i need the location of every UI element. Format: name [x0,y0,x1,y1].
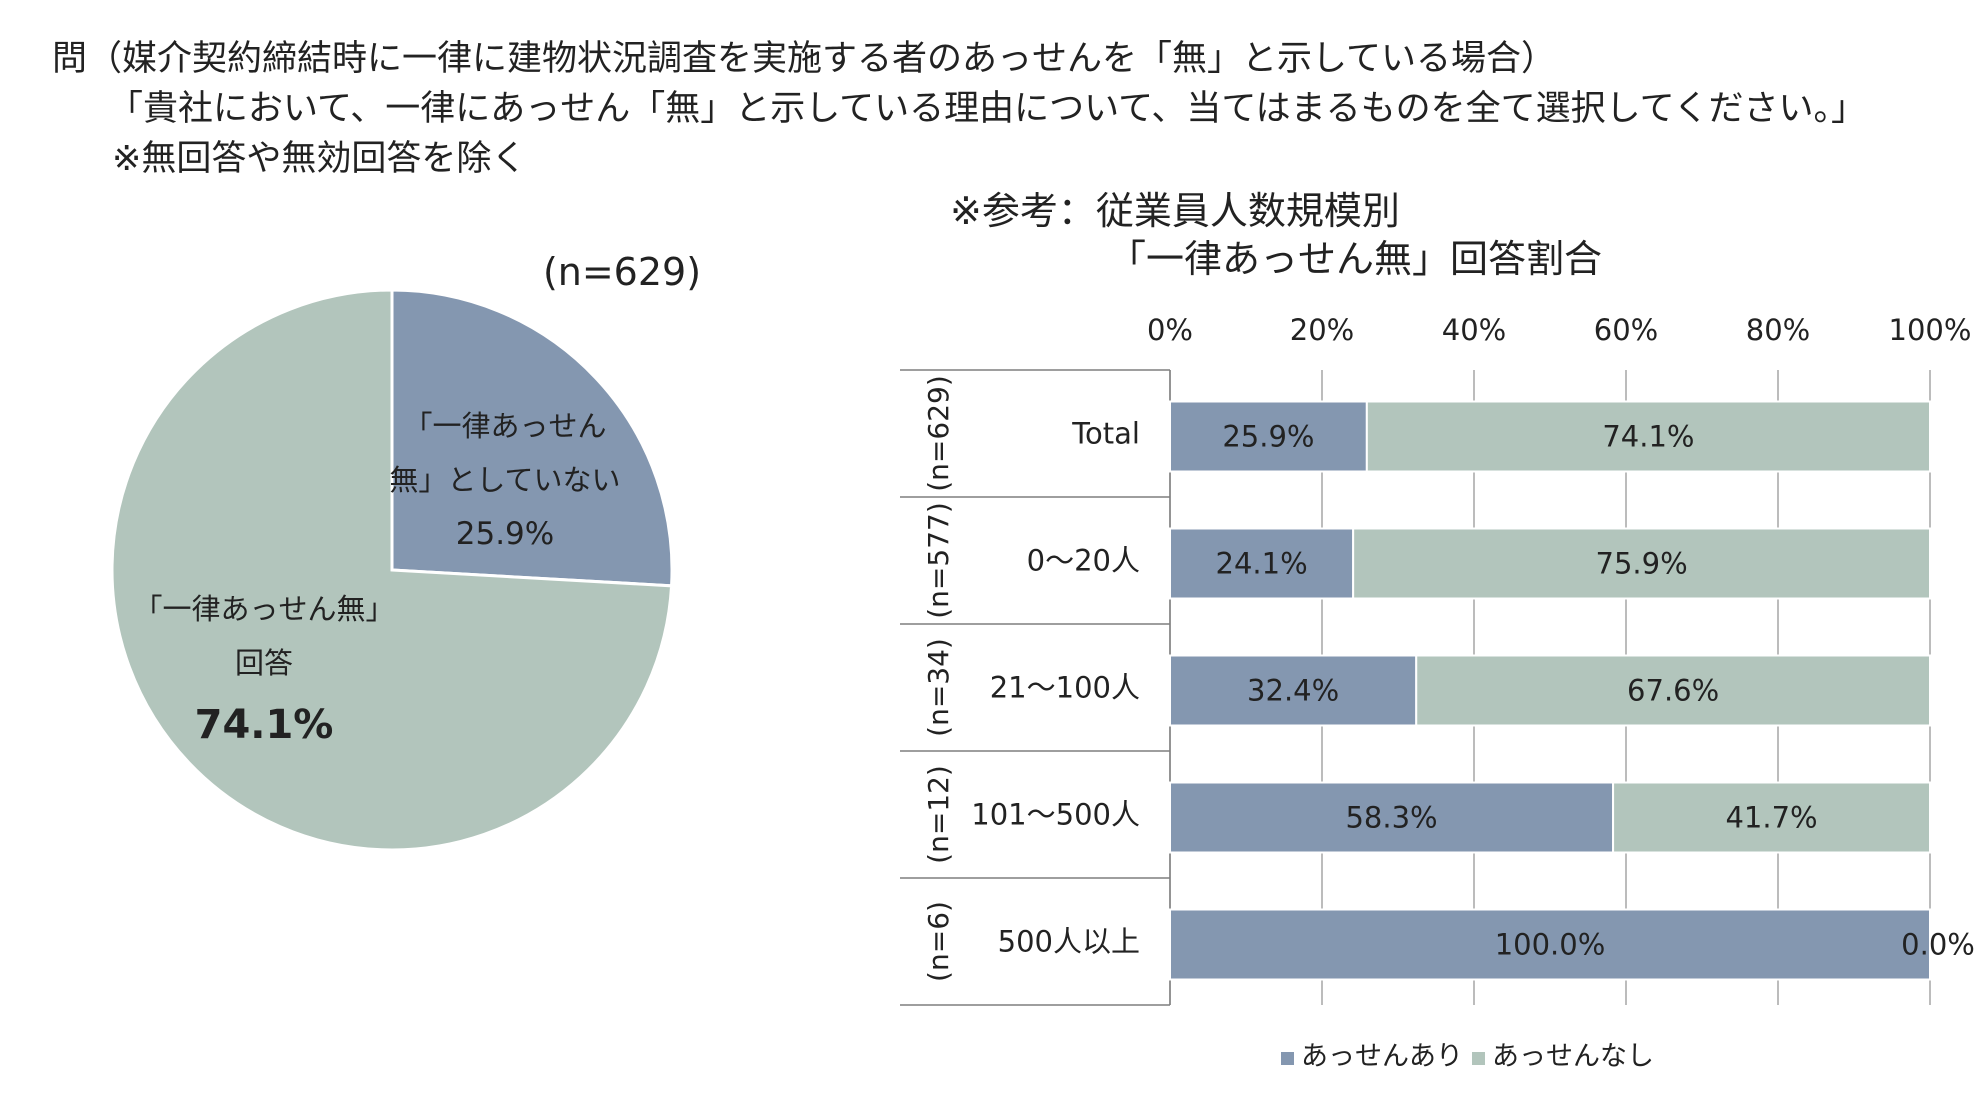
pie-slice-ari [390,288,674,588]
bar-value-label: 41.7% [1725,801,1817,835]
bar-value-label: 74.1% [1602,420,1694,454]
bar-segment-ari [1169,527,1355,600]
row-n-label: (n=12) [922,765,955,864]
row-category-label: 21～100人 [990,671,1140,705]
question-note: ※無回答や無効回答を除く [112,139,527,179]
row-category-label: 500人以上 [998,925,1140,959]
x-tick-label: 0% [1147,313,1193,347]
x-tick-label: 80% [1746,313,1810,347]
bar-segment-nashi [1352,527,1932,600]
bar-value-label: 100.0% [1495,928,1606,962]
pie-chart: (n=629) 「一律あっせん無」としていない 25.9% 「一律あっせん無」回答 74… [110,250,701,852]
reference-title-line-1: ※参考：従業員人数規模別 [950,189,1400,233]
question-line-1: 問（媒介契約締結時に一律に建物状況調査を実施する者のあっせんを「無」と示している… [52,39,1556,79]
bar-value-label: 24.1% [1216,547,1308,581]
x-tick-label: 100% [1889,313,1972,347]
bar-value-label: 58.3% [1345,801,1437,835]
bar-value-label: 75.9% [1596,547,1688,581]
row-category-label: Total [1071,417,1140,451]
pie-n-label: (n=629) [543,250,701,294]
bar-segment-ari [1169,781,1615,854]
bar-segment-nashi [1365,400,1931,473]
bar-segment-ari [1169,654,1418,727]
bar-value-label: 67.6% [1627,674,1719,708]
pie-slice-nashi [110,288,674,852]
row-category-label: 0～20人 [1027,544,1140,578]
legend-label-ari: あっせんあり [1301,1041,1463,1072]
pie-label-ari-line2: 無」としていない [389,463,620,497]
row-category-label: 101～500人 [971,798,1140,832]
row-n-label: (n=34) [922,638,955,737]
bar-value-label: 0.0% [1901,928,1975,962]
x-tick-label: 60% [1594,313,1658,347]
bar-value-label: 25.9% [1222,420,1314,454]
bar-segment-ari [1169,908,1931,981]
row-n-label: (n=629) [922,375,955,492]
pie-label-ari-line1: 「一律あっせん [403,409,606,443]
x-tick-label: 40% [1442,313,1506,347]
bar-segment-nashi [1612,781,1931,854]
bar-value-label: 32.4% [1247,674,1339,708]
pie-label-nashi-line1: 「一律あっせん無」 [133,592,394,626]
legend-swatch-ari [1281,1052,1294,1065]
pie-label-nashi-line2: 回答 [235,646,293,680]
bar-segment-ari [1169,400,1368,473]
x-tick-label: 20% [1290,313,1354,347]
pie-value-nashi: 74.1% [195,702,334,748]
reference-title-line-2: 「一律あっせん無」回答割合 [1108,237,1603,281]
question-line-2: 「貴社において、一律にあっせん「無」と示している理由について、当てはまるものを全… [108,89,1867,129]
pie-value-ari: 25.9% [456,516,554,552]
row-n-label: (n=6) [922,901,955,982]
legend-label-nashi: あっせんなし [1492,1041,1654,1072]
bar-segment-nashi [1415,654,1931,727]
stacked-bar-chart: 0% 20% 40% 60% 80% 100% (n=629) Total 25.9% 74.1%… [900,313,1975,1072]
legend-swatch-nashi [1472,1052,1485,1065]
row-n-label: (n=577) [922,502,955,619]
